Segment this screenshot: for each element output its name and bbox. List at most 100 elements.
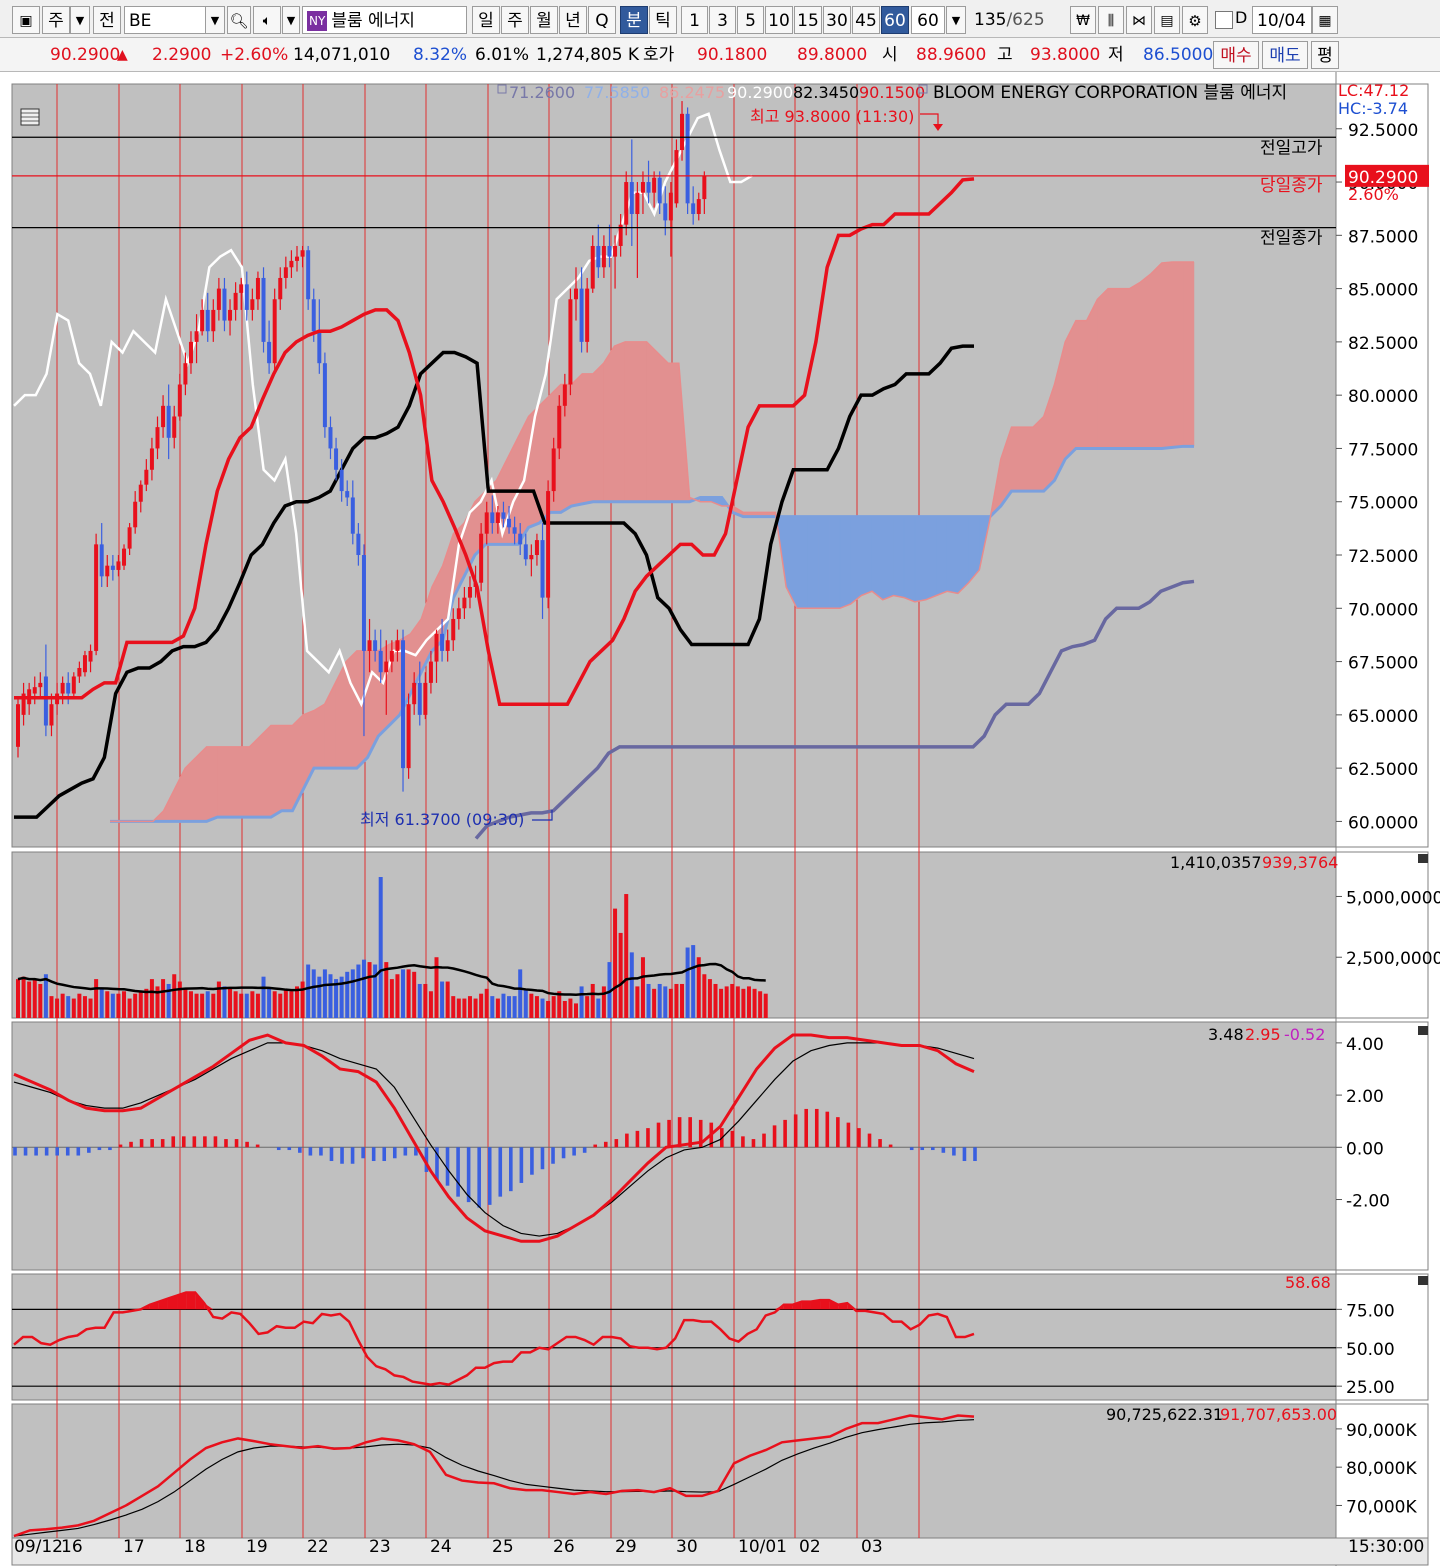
- candle-body: [32, 687, 37, 694]
- volume-bar: [646, 983, 651, 1018]
- rsi-axis-tick: 25.00: [1346, 1378, 1395, 1398]
- interval-15-button[interactable]: 15: [794, 6, 822, 34]
- macd-osc-bar: [962, 1147, 967, 1162]
- volume-bar: [177, 981, 182, 1018]
- date-input[interactable]: 10/04: [1252, 6, 1312, 34]
- stock-name-field[interactable]: NY 블룸 에너지: [302, 6, 467, 34]
- ask-price: 89.8000: [797, 45, 868, 65]
- volume-bar: [211, 993, 216, 1018]
- interval-3-button[interactable]: 3: [709, 6, 736, 34]
- cloud-segment: [270, 725, 282, 818]
- header-value: 86.2475: [659, 83, 725, 102]
- candle-body: [261, 277, 266, 342]
- period-prev-button[interactable]: 전: [93, 6, 121, 34]
- volume-bar: [43, 974, 48, 1018]
- candle-body: [82, 655, 87, 673]
- cloud-segment: [1086, 299, 1098, 449]
- candle-tool-icon[interactable]: ⫼: [1098, 6, 1124, 34]
- macd-osc-value: -0.52: [1284, 1025, 1325, 1044]
- interval-10-button[interactable]: 10: [765, 6, 793, 34]
- volume-bar: [367, 962, 372, 1018]
- interval-5-button[interactable]: 5: [737, 6, 764, 34]
- span-b-line: [110, 444, 1194, 823]
- price-axis-tick: 65.0000: [1348, 707, 1418, 727]
- candle-body: [456, 608, 461, 619]
- candle-body: [183, 363, 188, 385]
- tf-month-button[interactable]: 월: [530, 6, 558, 34]
- volume-bar: [401, 969, 406, 1018]
- candle-body: [657, 177, 662, 204]
- chevron-down-icon[interactable]: ▼: [70, 6, 90, 34]
- cloud-segment: [914, 516, 926, 603]
- volume-bar: [194, 993, 199, 1018]
- low-annotation: 최저 61.3700 (09:30): [360, 810, 524, 829]
- price-axis-tick: 70.0000: [1348, 600, 1418, 620]
- tf-day-button[interactable]: 일: [472, 6, 500, 34]
- candle-body: [272, 299, 277, 364]
- macd-osc-bar: [139, 1139, 144, 1148]
- layout-icon[interactable]: ▣: [12, 6, 40, 34]
- flat-button[interactable]: 평: [1311, 41, 1339, 69]
- save-icon[interactable]: ▤: [1154, 6, 1180, 34]
- macd-osc-bar: [224, 1139, 228, 1148]
- speaker-dropdown-icon[interactable]: ▼: [282, 6, 300, 34]
- symbol-input[interactable]: BE: [124, 6, 206, 34]
- macd-osc-bar: [181, 1136, 186, 1148]
- tf-minute-button[interactable]: 분: [620, 6, 648, 34]
- candle-body: [668, 192, 673, 221]
- calendar-icon[interactable]: ▦: [1312, 6, 1338, 34]
- volume-bar: [479, 993, 484, 1018]
- rsi-axis-tick: 75.00: [1346, 1301, 1395, 1321]
- indicator-tool-icon[interactable]: ⋈: [1126, 6, 1152, 34]
- volume-bar: [613, 908, 618, 1018]
- interval-45-button[interactable]: 45: [852, 6, 880, 34]
- cloud-segment: [206, 746, 218, 822]
- obv-axis-tick: 90,000K: [1346, 1421, 1417, 1441]
- interval-input[interactable]: 60: [911, 6, 945, 34]
- x-tick-label: 22: [307, 1537, 329, 1557]
- candle-body: [479, 533, 484, 583]
- current-price-badge: [1345, 164, 1429, 187]
- interval-60-button[interactable]: 60: [881, 6, 909, 34]
- interval-dropdown-icon[interactable]: ▼: [946, 6, 966, 34]
- tf-year-button[interactable]: 년: [559, 6, 587, 34]
- gear-icon[interactable]: ⚙: [1182, 6, 1208, 34]
- macd-osc-bar: [941, 1147, 946, 1153]
- header-value: 90.2900: [727, 83, 793, 102]
- won-icon[interactable]: ₩: [1070, 6, 1096, 34]
- header-value: 90.1500: [859, 83, 925, 102]
- macd-osc-bar: [319, 1147, 323, 1156]
- volume-bar: [55, 998, 60, 1018]
- price-axis-tick: 80.0000: [1348, 387, 1418, 407]
- volume-bar: [300, 981, 305, 1018]
- candle-body: [66, 682, 71, 694]
- tf-week-button[interactable]: 주: [501, 6, 529, 34]
- candle-body: [255, 277, 260, 300]
- speaker-icon[interactable]: 🔈︎: [253, 6, 281, 34]
- quote-bar: 90.2900 ▲ 2.2900 +2.60% 14,071,010 8.32%…: [0, 38, 1440, 72]
- candle-body: [451, 618, 456, 641]
- volume-bar: [116, 993, 121, 1018]
- tf-quarter-button[interactable]: Q: [588, 6, 616, 34]
- daily-checkbox[interactable]: [1215, 11, 1233, 29]
- buy-button[interactable]: 매수: [1213, 41, 1259, 69]
- volume-bar: [691, 945, 696, 1018]
- count-input[interactable]: 135/625: [970, 6, 1062, 34]
- sell-button[interactable]: 매도: [1262, 41, 1308, 69]
- tf-tick-button[interactable]: 틱: [649, 6, 677, 34]
- symbol-dropdown-icon[interactable]: ▼: [205, 6, 225, 34]
- price-change-pct: +2.60%: [220, 45, 289, 65]
- cloud-segment: [657, 351, 669, 502]
- search-icon[interactable]: 🔍︎: [227, 6, 251, 34]
- low-arrow: [532, 810, 553, 821]
- volume-bar: [110, 993, 115, 1018]
- interval-30-button[interactable]: 30: [823, 6, 851, 34]
- candle-body: [306, 250, 311, 300]
- interval-1-button[interactable]: 1: [681, 6, 708, 34]
- candle-body: [278, 277, 283, 300]
- cloud-segment: [796, 516, 808, 609]
- macd-osc-bar: [160, 1139, 165, 1148]
- cloud-segment: [828, 516, 841, 609]
- period-week-button[interactable]: 주: [42, 6, 70, 34]
